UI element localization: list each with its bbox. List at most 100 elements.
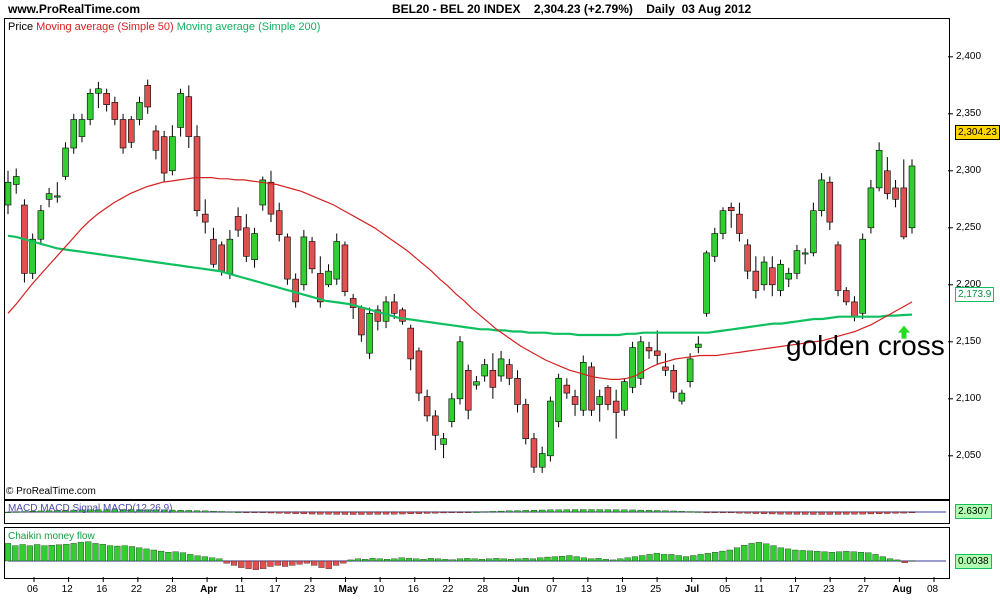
x-tick-label: Jun (511, 584, 530, 595)
candle-up (177, 92, 184, 128)
candle-up (859, 238, 866, 314)
chaikin-bar (369, 558, 376, 562)
macd-bar (226, 511, 233, 513)
chaikin-bar (653, 553, 660, 562)
chaikin-bar (566, 555, 573, 562)
macd-bar (744, 511, 751, 514)
chaikin-bar (624, 557, 631, 562)
macd-bar (506, 510, 513, 513)
candle-down (185, 96, 193, 137)
macd-bar (876, 511, 883, 514)
chaikin-bar (165, 552, 172, 562)
macd-bar (826, 511, 833, 515)
chaikin-bar (384, 559, 391, 562)
legend-price: Price (8, 21, 34, 33)
candle-up (45, 193, 53, 200)
candle-down (119, 119, 127, 149)
chaikin-bar (799, 550, 806, 562)
chaikin-bar (34, 544, 41, 562)
chaikin-bar (289, 560, 296, 566)
macd-bar (637, 509, 644, 513)
candle-up (481, 364, 488, 377)
candle-down (464, 369, 472, 411)
y-tick-label: 2,050 (956, 449, 982, 461)
candle-up (711, 233, 719, 257)
candle-down (218, 244, 225, 272)
macd-bar (350, 511, 357, 515)
macd-bar (432, 511, 439, 514)
macd-bar (415, 511, 423, 514)
candle-down (267, 181, 275, 215)
macd-bar (654, 510, 661, 513)
chaikin-bar (857, 552, 865, 562)
macd-bar (111, 509, 118, 513)
candle-down (826, 181, 834, 223)
macd-bar (210, 510, 217, 513)
chaikin-bar (464, 558, 471, 562)
candle-down (160, 136, 168, 174)
macd-bar (522, 510, 529, 513)
macd-bar (539, 509, 546, 513)
macd-bar (177, 510, 184, 513)
macd-bar (555, 509, 562, 513)
macd-bar (456, 511, 464, 513)
candle-up (629, 347, 636, 388)
candle-down (588, 366, 595, 411)
candle-down (563, 384, 571, 394)
macd-bar (867, 511, 875, 515)
candle-down (834, 244, 842, 291)
chaikin-bar (267, 560, 274, 567)
x-tick-label: 05 (719, 584, 731, 595)
chaikin-bar (770, 545, 777, 562)
x-tick-label: 17 (269, 584, 281, 595)
chaikin-bar (493, 558, 500, 562)
candle-down (653, 350, 661, 356)
candle-up (580, 362, 587, 411)
macd-bar (530, 510, 538, 513)
macd-bar (78, 509, 86, 513)
macd-bar (834, 511, 842, 515)
macd-bar (687, 511, 694, 513)
chaikin-bar (741, 545, 748, 562)
chaikin-bar (529, 558, 536, 562)
macd-bar (341, 511, 349, 515)
candle-down (892, 187, 899, 200)
chaikin-bar (340, 560, 347, 564)
candle-down (210, 238, 217, 265)
chaikin-bar (391, 558, 398, 562)
chaikin-bar (551, 556, 558, 562)
candle-down (284, 236, 291, 280)
chaikin-bar (311, 560, 318, 566)
chaikin-bar (617, 558, 624, 562)
candle-up (497, 358, 505, 377)
macd-bar (308, 511, 316, 515)
chaikin-bar (303, 560, 310, 564)
instrument-title: BEL20 - BEL 20 INDEX 2,304.23 (+2.79%) D… (392, 2, 752, 16)
candle-down (152, 130, 160, 151)
candle-down (884, 170, 891, 194)
macd-bar (760, 511, 768, 514)
chaikin-bar (48, 545, 55, 562)
chaikin-bar (712, 552, 719, 562)
x-tick-label: 13 (580, 584, 592, 595)
macd-bar (70, 509, 77, 513)
macd-bar (645, 510, 653, 513)
candle-down (489, 369, 497, 388)
macd-bar (670, 510, 677, 513)
macd-value-box: 2.6307 (955, 504, 992, 519)
chaikin-bar (405, 558, 413, 562)
candle-down (374, 309, 382, 322)
candle-down (612, 400, 620, 413)
macd-bar (793, 511, 801, 515)
chaikin-bar (602, 559, 609, 562)
macd-bar (21, 511, 28, 513)
candle-down (358, 307, 365, 336)
x-tick-label: 11 (753, 584, 765, 595)
macd-bar (152, 509, 160, 513)
x-tick-label: Jul (684, 584, 700, 595)
macd-bar (810, 511, 817, 515)
macd-bar (13, 511, 20, 513)
macd-bar (448, 511, 455, 513)
chart-legend: Price Moving average (Simple 50) Moving … (8, 21, 320, 33)
